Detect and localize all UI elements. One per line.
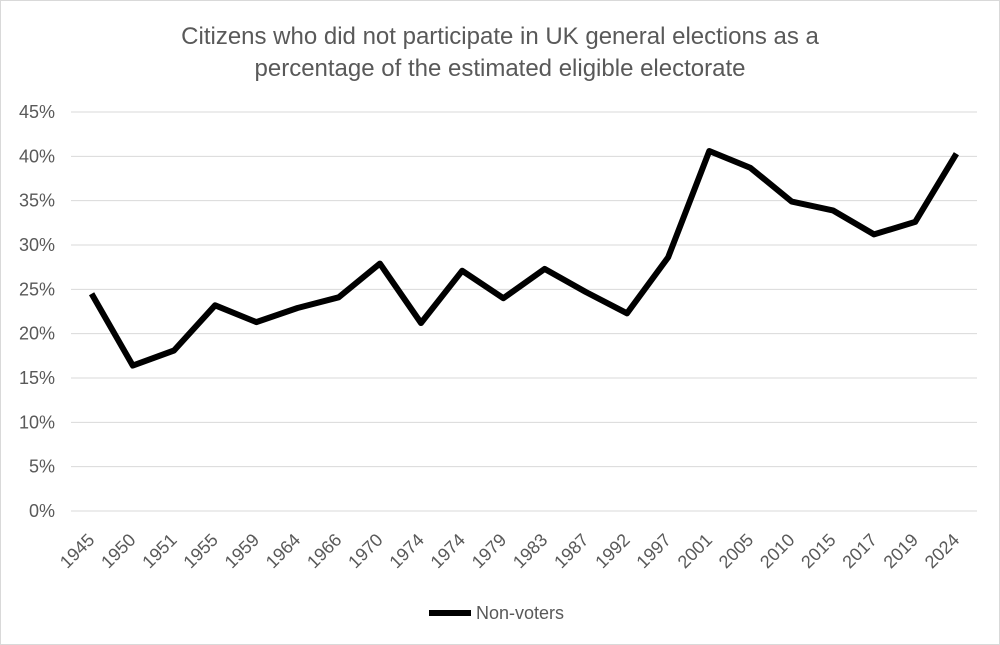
y-tick-label: 45% [19, 102, 55, 122]
y-tick-label: 10% [19, 412, 55, 432]
y-tick-label: 40% [19, 146, 55, 166]
data-point [953, 151, 959, 157]
legend-label: Non-voters [476, 603, 564, 623]
data-point [871, 231, 877, 237]
data-point [912, 219, 918, 225]
x-tick-label: 1951 [138, 530, 180, 572]
x-tick-label: 2019 [880, 530, 922, 572]
x-tick-label: 1959 [221, 530, 263, 572]
data-point [295, 305, 301, 311]
x-tick-label: 2001 [674, 530, 716, 572]
data-point [377, 261, 383, 267]
x-tick-label: 1950 [97, 530, 139, 572]
data-point [500, 295, 506, 301]
x-tick-label: 2024 [921, 530, 963, 572]
data-point [542, 266, 548, 272]
x-tick-label: 1970 [344, 530, 386, 572]
x-tick-label: 2017 [838, 530, 880, 572]
data-point [130, 363, 136, 369]
chart-title: Citizens who did not participate in UK g… [1, 21, 999, 85]
data-point [89, 291, 95, 297]
x-tick-label: 1974 [427, 530, 469, 572]
data-point [665, 254, 671, 260]
x-tick-label: 1966 [303, 530, 345, 572]
y-tick-label: 5% [29, 457, 55, 477]
x-tick-label: 2005 [715, 530, 757, 572]
y-tick-label: 35% [19, 191, 55, 211]
data-point [583, 289, 589, 295]
data-point [336, 294, 342, 300]
x-tick-label: 2015 [797, 530, 839, 572]
series-line-1 [88, 148, 959, 369]
data-point [212, 302, 218, 308]
y-tick-label: 15% [19, 368, 55, 388]
x-tick-label: 1974 [385, 530, 427, 572]
data-point [624, 310, 630, 316]
x-tick-label: 1992 [591, 530, 633, 572]
data-point [830, 207, 836, 213]
chart-title-line-1: Citizens who did not participate in UK g… [181, 23, 819, 50]
y-tick-label: 0% [29, 501, 55, 521]
x-tick-label: 1945 [56, 530, 98, 572]
y-tick-label: 30% [19, 235, 55, 255]
chart-title-line-2: percentage of the estimated eligible ele… [254, 55, 746, 82]
x-tick-label: 1997 [633, 530, 675, 572]
data-point [789, 199, 795, 205]
y-tick-label: 25% [19, 279, 55, 299]
x-tick-label: 1979 [468, 530, 510, 572]
data-point [706, 148, 712, 154]
x-tick-label: 1964 [262, 530, 304, 572]
data-point [459, 268, 465, 274]
x-tick-label: 2010 [756, 530, 798, 572]
data-point [253, 319, 259, 325]
data-point [418, 320, 424, 326]
data-point [171, 348, 177, 354]
data-point [748, 165, 754, 171]
x-tick-label: 1983 [509, 530, 551, 572]
x-tick-label: 1987 [550, 530, 592, 572]
y-tick-label: 20% [19, 324, 55, 344]
x-tick-label: 1955 [180, 530, 222, 572]
